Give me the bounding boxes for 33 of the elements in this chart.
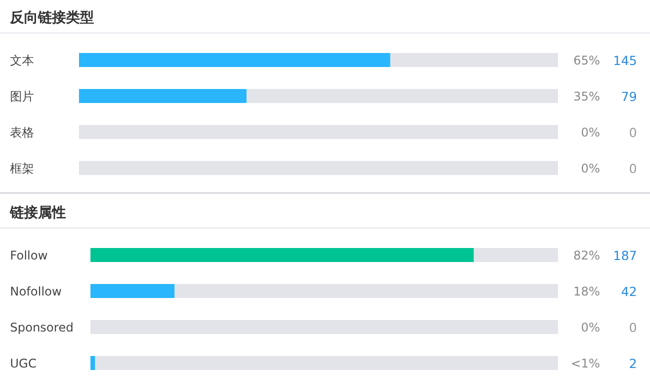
bar	[90, 356, 96, 370]
data-label: 82%	[573, 248, 600, 262]
y-tick-label: Sponsored	[10, 320, 74, 334]
text: 145	[613, 53, 637, 68]
data-label: 18%	[573, 284, 600, 298]
chart-title: 链接属性	[9, 204, 66, 221]
bar	[90, 320, 558, 334]
data-label: 0%	[580, 126, 600, 140]
data-label: 0%	[580, 320, 600, 334]
text: 42	[621, 284, 637, 299]
data-label: 65%	[573, 54, 600, 68]
y-tick-label: 表格	[10, 126, 34, 140]
chart-title: 反向链接类型	[9, 9, 94, 26]
data-label: 35%	[573, 90, 600, 104]
text: 0	[629, 161, 638, 176]
data-label: 0%	[580, 162, 600, 176]
bar	[95, 356, 558, 370]
y-tick-label: 文本	[10, 54, 34, 68]
bar	[90, 248, 474, 262]
y-tick-label: UGC	[10, 356, 36, 370]
bar	[474, 248, 558, 262]
text: 0	[629, 320, 638, 335]
text: 187	[613, 248, 637, 263]
y-tick-label: 图片	[10, 90, 34, 104]
bar	[174, 284, 558, 298]
text: 0	[629, 125, 638, 140]
data-label: <1%	[570, 356, 600, 370]
y-tick-label: 框架	[10, 162, 34, 176]
text: 79	[621, 89, 638, 104]
bar	[90, 284, 175, 298]
y-tick-label: Nofollow	[10, 284, 62, 298]
y-tick-label: Follow	[10, 248, 48, 262]
text: 2	[629, 356, 637, 371]
